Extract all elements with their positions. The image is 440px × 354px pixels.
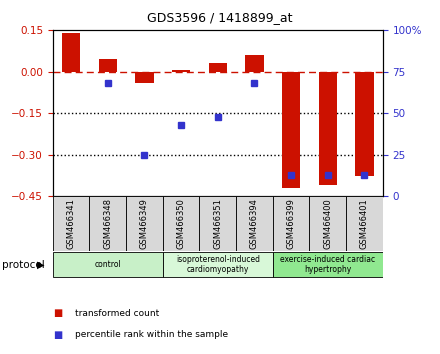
Text: isoproterenol-induced
cardiomyopathy: isoproterenol-induced cardiomyopathy [176,255,260,274]
Text: GSM466341: GSM466341 [66,198,76,249]
Bar [282,72,300,188]
Text: exercise-induced cardiac
hypertrophy: exercise-induced cardiac hypertrophy [280,255,375,274]
Bar [172,70,191,72]
Text: protocol: protocol [2,259,45,270]
Bar [273,252,383,278]
Bar [356,72,374,176]
Bar [236,196,273,251]
Text: transformed count: transformed count [75,309,159,318]
Text: percentile rank within the sample: percentile rank within the sample [75,330,228,339]
Text: GSM466348: GSM466348 [103,198,112,249]
Text: ■: ■ [53,308,62,318]
Bar [136,72,154,83]
Bar [199,196,236,251]
Bar [163,196,199,251]
Bar [209,63,227,72]
Text: GSM466394: GSM466394 [250,198,259,249]
Bar [163,252,273,278]
Text: GSM466350: GSM466350 [176,198,186,249]
Bar [319,72,337,185]
Text: ■: ■ [53,330,62,339]
Text: GSM466349: GSM466349 [140,198,149,249]
Text: GSM466401: GSM466401 [360,198,369,249]
Bar [53,252,163,278]
Bar [346,196,383,251]
Text: GSM466400: GSM466400 [323,198,332,249]
Bar [89,196,126,251]
Text: GDS3596 / 1418899_at: GDS3596 / 1418899_at [147,11,293,24]
Bar [53,196,89,251]
Text: ▶: ▶ [37,259,45,270]
Bar [273,196,309,251]
Text: GSM466399: GSM466399 [286,198,296,249]
Text: control: control [95,260,121,269]
Bar [62,33,81,72]
Bar [309,196,346,251]
Text: GSM466351: GSM466351 [213,198,222,249]
Bar [246,55,264,72]
Bar [126,196,163,251]
Bar [99,59,117,72]
